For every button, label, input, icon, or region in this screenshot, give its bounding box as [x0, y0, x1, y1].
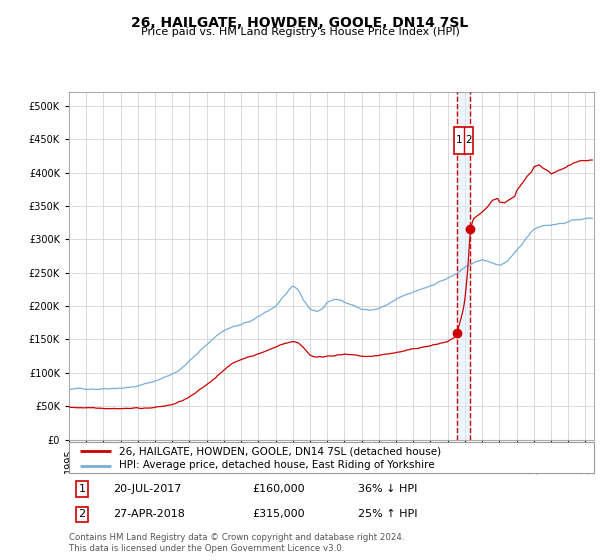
FancyBboxPatch shape [454, 127, 473, 154]
Text: Contains HM Land Registry data © Crown copyright and database right 2024.
This d: Contains HM Land Registry data © Crown c… [69, 533, 404, 553]
Text: 1: 1 [455, 136, 462, 146]
Text: 26, HAILGATE, HOWDEN, GOOLE, DN14 7SL (detached house): 26, HAILGATE, HOWDEN, GOOLE, DN14 7SL (d… [119, 446, 441, 456]
Text: 2: 2 [79, 509, 86, 519]
Text: 36% ↓ HPI: 36% ↓ HPI [358, 484, 417, 494]
Text: Price paid vs. HM Land Registry's House Price Index (HPI): Price paid vs. HM Land Registry's House … [140, 27, 460, 37]
Text: 26, HAILGATE, HOWDEN, GOOLE, DN14 7SL: 26, HAILGATE, HOWDEN, GOOLE, DN14 7SL [131, 16, 469, 30]
Bar [457, 92, 470, 440]
Text: £160,000: £160,000 [253, 484, 305, 494]
Text: 20-JUL-2017: 20-JUL-2017 [113, 484, 182, 494]
Text: 1: 1 [79, 484, 86, 494]
Text: £315,000: £315,000 [253, 509, 305, 519]
Text: HPI: Average price, detached house, East Riding of Yorkshire: HPI: Average price, detached house, East… [119, 460, 434, 470]
Text: 27-APR-2018: 27-APR-2018 [113, 509, 185, 519]
Text: 25% ↑ HPI: 25% ↑ HPI [358, 509, 417, 519]
Text: 2: 2 [465, 136, 472, 146]
